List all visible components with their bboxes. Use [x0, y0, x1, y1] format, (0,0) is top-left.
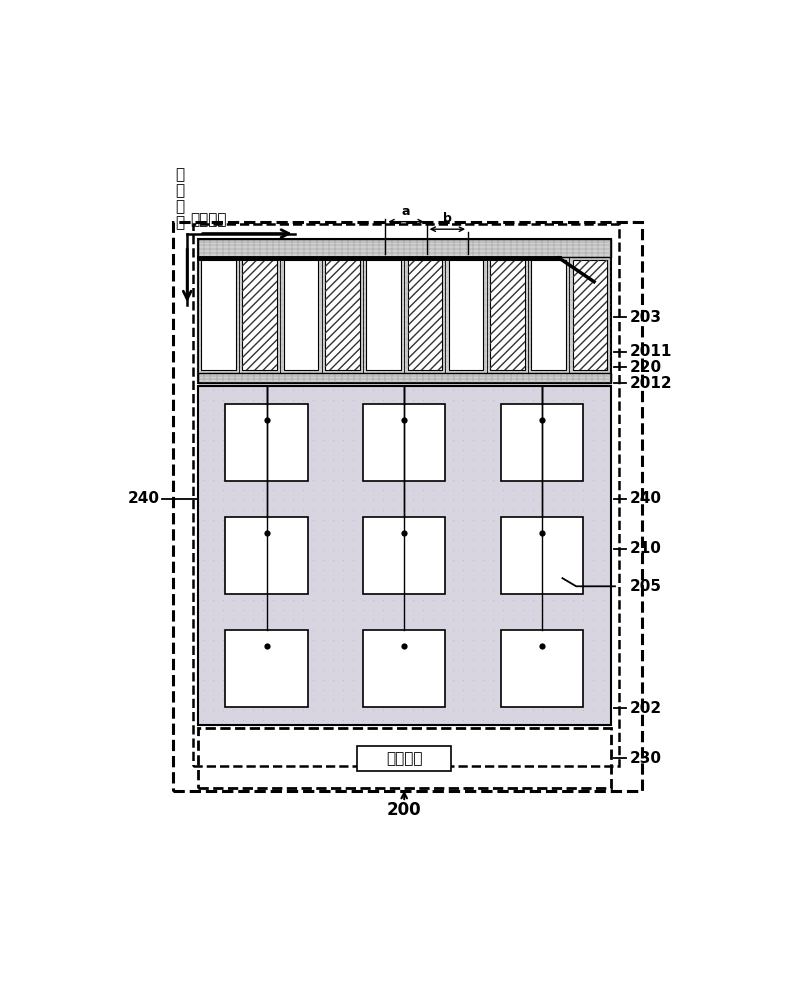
- Bar: [284, 260, 318, 370]
- Text: 2011: 2011: [629, 344, 671, 359]
- Bar: [500, 630, 583, 707]
- Bar: [363, 517, 445, 594]
- Text: b: b: [443, 212, 452, 225]
- Text: 202: 202: [629, 701, 662, 716]
- Text: 驱动芯片: 驱动芯片: [386, 751, 422, 766]
- Bar: [194, 224, 619, 766]
- Bar: [225, 517, 308, 594]
- Text: 240: 240: [128, 491, 160, 506]
- Bar: [198, 728, 611, 788]
- Bar: [198, 386, 611, 725]
- Bar: [449, 260, 483, 370]
- Bar: [201, 260, 236, 370]
- Text: 240: 240: [629, 491, 662, 506]
- Bar: [500, 517, 583, 594]
- Bar: [358, 746, 451, 771]
- Text: 200: 200: [387, 801, 421, 819]
- Text: a: a: [402, 205, 410, 218]
- Bar: [573, 260, 608, 370]
- Bar: [198, 239, 611, 257]
- Bar: [198, 373, 611, 383]
- Bar: [408, 260, 442, 370]
- Text: 230: 230: [629, 751, 662, 766]
- Bar: [363, 404, 445, 481]
- Text: 205: 205: [629, 579, 662, 594]
- Text: 210: 210: [629, 541, 661, 556]
- Text: 220: 220: [629, 360, 662, 375]
- Bar: [173, 222, 642, 791]
- Text: 第一方向: 第一方向: [190, 212, 227, 227]
- Bar: [198, 239, 611, 383]
- Text: 第
二
方
向: 第 二 方 向: [175, 167, 184, 230]
- Bar: [225, 404, 308, 481]
- Bar: [225, 630, 308, 707]
- Bar: [490, 260, 525, 370]
- Bar: [408, 260, 442, 370]
- Bar: [500, 404, 583, 481]
- Bar: [531, 260, 566, 370]
- Bar: [366, 260, 401, 370]
- Text: 203: 203: [629, 310, 662, 325]
- Bar: [242, 260, 277, 370]
- Bar: [325, 260, 360, 370]
- Text: 2012: 2012: [629, 376, 672, 391]
- Bar: [242, 260, 277, 370]
- Bar: [490, 260, 525, 370]
- Bar: [573, 260, 608, 370]
- Bar: [325, 260, 360, 370]
- Bar: [363, 630, 445, 707]
